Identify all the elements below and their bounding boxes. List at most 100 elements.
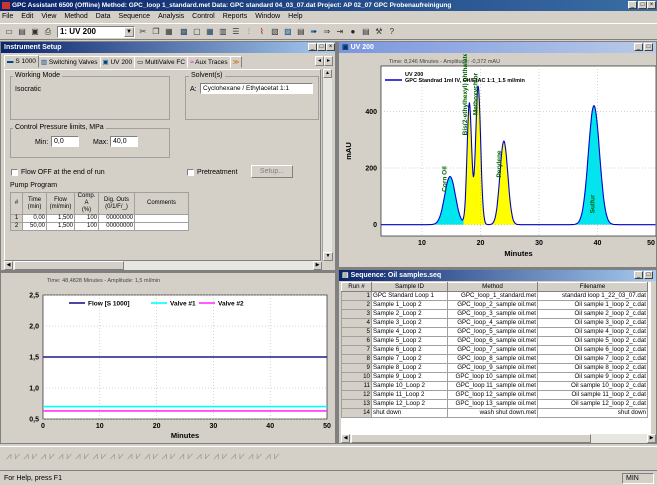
sequence-cell[interactable]: GPC_loop_5_sample oil.met: [447, 327, 538, 337]
view-icon[interactable]: ▨: [284, 27, 292, 36]
table-row[interactable]: 1 GPC Standard Loop 1 GPC_loop_1_standard.…: [341, 291, 648, 301]
sequence-cell[interactable]: GPC_loop_1_standard.met: [447, 291, 538, 301]
sequence-cell[interactable]: GPC_loop_6_sample oil.met: [447, 336, 538, 346]
menu-window[interactable]: Window: [255, 13, 281, 20]
tab-scroll-right[interactable]: ▸: [324, 56, 333, 66]
pump-program-table[interactable]: # Time (min) Flow (ml/min) Comp. A (%) Dig. Out…: [10, 192, 189, 231]
sequence-cell[interactable]: Sample 9_Loop 2: [371, 372, 448, 382]
sequence-cell[interactable]: GPC Standard Loop 1: [371, 291, 448, 301]
menu-help[interactable]: Help: [288, 13, 303, 20]
sequence-column-header[interactable]: Run #: [341, 282, 372, 292]
pretreatment-checkbox[interactable]: [187, 169, 194, 176]
sequence-cell[interactable]: Sample 10_Loop 2: [371, 381, 448, 391]
table-row[interactable]: 6 Sample 5_Loop 2 GPC_loop_6_sample oil.me…: [341, 336, 648, 346]
pump-cell[interactable]: 00000000: [98, 214, 135, 223]
sequence-cell[interactable]: 12: [341, 390, 372, 400]
table-row[interactable]: 13 Sample 12_Loop 2 GPC_loop 13_sample oil…: [341, 399, 648, 409]
sequence-cell[interactable]: 6: [341, 336, 372, 346]
sequence-cell[interactable]: GPC_loop_4_sample oil.met: [447, 318, 538, 328]
sequence-cell[interactable]: Sample 8_Loop 2: [371, 363, 448, 373]
open-icon[interactable]: ▤: [18, 27, 26, 36]
tools-icon[interactable]: ⚒: [375, 27, 383, 36]
sequence-cell[interactable]: GPC_loop 12_sample oil.met: [447, 390, 538, 400]
pump-cell[interactable]: [134, 222, 189, 231]
table-icon[interactable]: ▥: [219, 27, 227, 36]
sequence-cell[interactable]: Sample 1_Loop 2: [371, 300, 448, 310]
uv-minimize-button[interactable]: _: [634, 43, 643, 51]
sequence-column-header[interactable]: Sample ID: [371, 282, 448, 292]
sequence-cell[interactable]: shut down: [371, 408, 448, 418]
sequence-cell[interactable]: standard loop 1_22_03_07.dat: [537, 291, 648, 301]
sequence-table[interactable]: Run # Sample ID Method Filename 1 GPC Standar…: [341, 282, 648, 418]
sequence-cell[interactable]: 13: [341, 399, 372, 409]
pump-cell[interactable]: 100: [74, 214, 99, 223]
sequence-cell[interactable]: GPC_loop 11_sample oil.met: [447, 381, 538, 391]
menu-view[interactable]: View: [41, 13, 57, 20]
list-icon[interactable]: ☰: [232, 27, 240, 36]
table-row[interactable]: 4 Sample 3_Loop 2 GPC_loop_4_sample oil.me…: [341, 318, 648, 328]
sequence-cell[interactable]: Oil sample 9_loop 2_c.dat: [537, 372, 648, 382]
sequence-cell[interactable]: 1: [341, 291, 372, 301]
cut-icon[interactable]: ✂: [139, 27, 147, 36]
sequence-column-header[interactable]: Method: [447, 282, 538, 292]
sequence-cell[interactable]: 10: [341, 372, 372, 382]
copy-icon[interactable]: ❐: [152, 27, 160, 36]
table-row[interactable]: 11 Sample 10_Loop 2 GPC_loop 11_sample oil…: [341, 381, 648, 391]
instrument-icon[interactable]: ▩: [180, 27, 188, 36]
sequence-cell[interactable]: Oil sample 1_loop 2_c.dat: [537, 300, 648, 310]
sequence-cell[interactable]: Sample 5_Loop 2: [371, 336, 448, 346]
run-icon[interactable]: ➠: [310, 27, 318, 36]
sequence-cell[interactable]: GPC_loop_3_sample oil.met: [447, 309, 538, 319]
grid-icon[interactable]: ▦: [206, 27, 214, 36]
pump-cell[interactable]: 100: [74, 222, 99, 231]
sequence-cell[interactable]: 2: [341, 300, 372, 310]
graph-icon[interactable]: ⌇: [259, 27, 264, 36]
instrument-minimize-button[interactable]: _: [308, 43, 317, 51]
tab-switching-valves[interactable]: ▥ Switching Valves: [37, 56, 101, 68]
forward-icon[interactable]: ⇒: [323, 27, 331, 36]
table-row[interactable]: 5 Sample 4_Loop 2 GPC_loop_5_sample oil.me…: [341, 327, 648, 337]
sequence-cell[interactable]: GPC_loop 13_sample oil.met: [447, 399, 538, 409]
table-row[interactable]: 9 Sample 8_Loop 2 GPC_loop_9_sample oil.me…: [341, 363, 648, 373]
sequence-cell[interactable]: Oil sample 11_loop 2_c.dat: [537, 390, 648, 400]
chart-icon[interactable]: ⫶: [247, 27, 250, 36]
instrument-maximize-button[interactable]: □: [317, 43, 326, 51]
paste-icon[interactable]: ▦: [165, 27, 173, 36]
peak-tools-icon[interactable]: ⩘⩗⩘⩗⩘⩗⩘⩗⩘⩗⩘⩗⩘⩗⩘⩗⩘⩗⩘⩗⩘⩗⩘⩗⩘⩗⩘⩗⩘⩗⩘⩗: [6, 451, 283, 462]
close-button[interactable]: ×: [647, 1, 656, 9]
sequence-cell[interactable]: wash shut down.met: [447, 408, 538, 418]
instrument-close-button[interactable]: ×: [326, 43, 335, 51]
chromatogram-plot-area[interactable]: [380, 65, 656, 237]
tab-scroll-left[interactable]: ◂: [315, 56, 324, 66]
pump-cell[interactable]: [134, 214, 189, 223]
save-icon[interactable]: ▣: [31, 27, 39, 36]
flow-off-checkbox[interactable]: [11, 169, 18, 176]
sequence-cell[interactable]: GPC_loop_2_sample oil.met: [447, 300, 538, 310]
table-row[interactable]: 14 shut down wash shut down.met shut down: [341, 408, 648, 418]
chevron-down-icon[interactable]: ▼: [123, 27, 134, 37]
sequence-cell[interactable]: Oil sample 4_loop 2_c.dat: [537, 327, 648, 337]
table-row[interactable]: 3 Sample 2_Loop 2 GPC_loop_3_sample oil.me…: [341, 309, 648, 319]
settings-icon[interactable]: ▤: [362, 27, 370, 36]
monitor-icon[interactable]: ▢: [193, 27, 201, 36]
sequence-cell[interactable]: 8: [341, 354, 372, 364]
sequence-cell[interactable]: 9: [341, 363, 372, 373]
table-row[interactable]: 2 Sample 1_Loop 2 GPC_loop_2_sample oil.me…: [341, 300, 648, 310]
sequence-cell[interactable]: Oil sample 3_loop 2_c.dat: [537, 318, 648, 328]
seq-maximize-button[interactable]: □: [644, 271, 653, 279]
sequence-cell[interactable]: shut down: [537, 408, 648, 418]
sequence-cell[interactable]: Oil sample 7_loop 2_c.dat: [537, 354, 648, 364]
sequence-cell[interactable]: Oil sample 8_loop 2_c.dat: [537, 363, 648, 373]
tab-more[interactable]: ≫: [229, 56, 243, 68]
table-row[interactable]: 8 Sample 7_Loop 2 GPC_loop_8_sample oil.me…: [341, 354, 648, 364]
new-icon[interactable]: ▭: [5, 27, 13, 36]
step-icon[interactable]: ⇥: [336, 27, 344, 36]
sequence-column-header[interactable]: Filename: [537, 282, 648, 292]
table-row[interactable]: 7 Sample 6_Loop 2 GPC_loop_7_sample oil.me…: [341, 345, 648, 355]
seq-minimize-button[interactable]: _: [634, 271, 643, 279]
stop-icon[interactable]: ●: [350, 27, 356, 36]
minimize-button[interactable]: _: [628, 1, 637, 9]
tab-uv200[interactable]: ▣ UV 200: [99, 56, 136, 68]
sequence-cell[interactable]: Oil sample 6_loop 2_c.dat: [537, 345, 648, 355]
sequence-cell[interactable]: Sample 11_Loop 2: [371, 390, 448, 400]
